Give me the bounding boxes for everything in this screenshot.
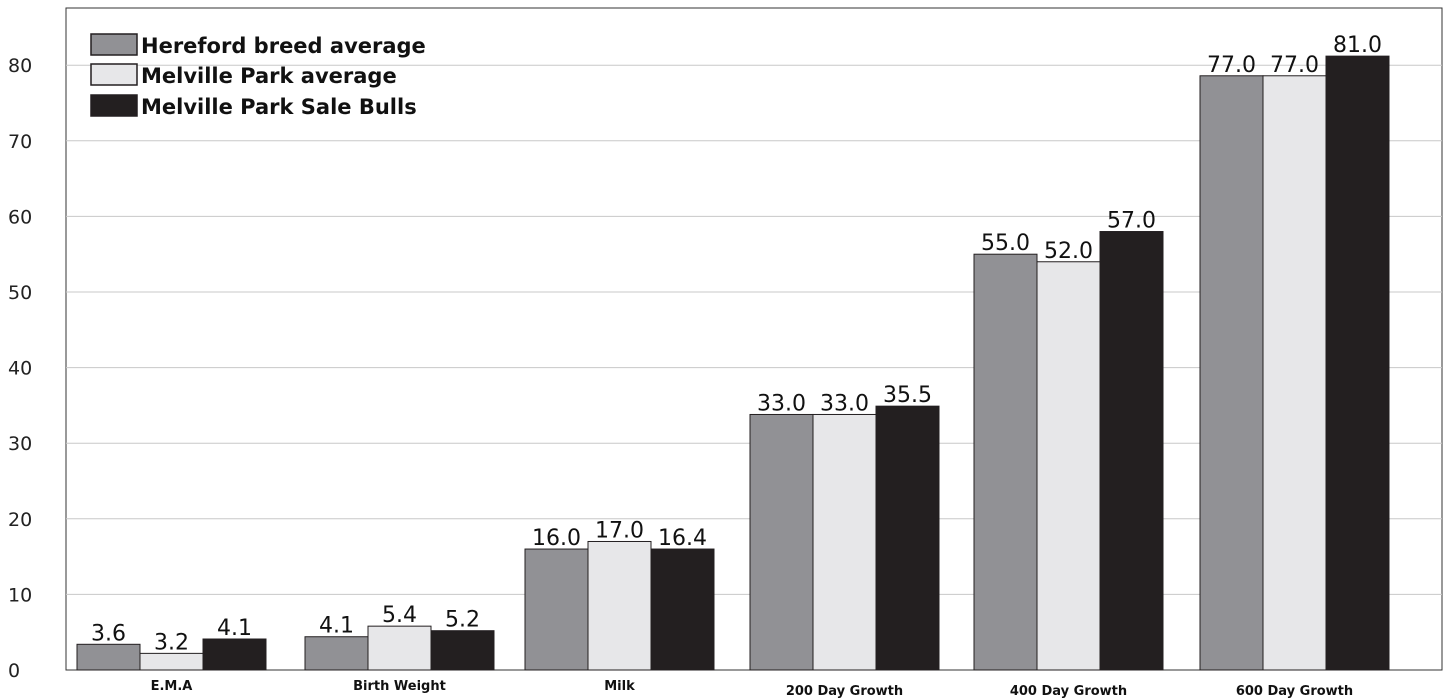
- data-label: 4.1: [217, 616, 252, 641]
- data-label: 52.0: [1044, 239, 1093, 264]
- bar: [1199, 75, 1264, 671]
- data-labels: 3.6 3.2 4.1 4.1 5.4 5.2 16.0 17.0 16.4 33.0 33.0 35…: [91, 33, 1382, 655]
- y-tick-label: 0: [8, 660, 20, 682]
- y-tick-label: 40: [8, 358, 32, 380]
- bars: [76, 55, 1390, 671]
- bar: [875, 405, 940, 671]
- bar: [650, 548, 715, 671]
- legend-swatch: [90, 33, 138, 56]
- bar: [1325, 55, 1390, 671]
- data-label: 77.0: [1270, 53, 1319, 78]
- data-label: 16.4: [658, 526, 707, 551]
- legend-swatch: [90, 94, 138, 117]
- x-tick-label: 600 Day Growth: [1236, 684, 1353, 699]
- data-label: 81.0: [1333, 33, 1382, 58]
- data-label: 17.0: [595, 518, 644, 543]
- data-label: 35.5: [883, 383, 932, 408]
- data-label: 16.0: [532, 526, 581, 551]
- x-tick-label: E.M.A: [151, 679, 193, 694]
- x-tick-label: Milk: [604, 679, 635, 694]
- data-label: 3.6: [91, 621, 126, 646]
- bar: [139, 652, 204, 671]
- data-label: 77.0: [1207, 53, 1256, 78]
- x-axis: E.M.A Birth Weight Milk 200 Day Growth 400 D…: [151, 679, 1354, 699]
- y-tick-label: 30: [8, 433, 32, 455]
- bar: [202, 638, 267, 671]
- bar: [1262, 75, 1327, 671]
- bar: [524, 548, 589, 671]
- y-tick-label: 60: [8, 206, 32, 228]
- y-axis: 0 10 20 30 40 50 60 70 80: [8, 55, 32, 682]
- bar: [76, 643, 141, 671]
- data-label: 57.0: [1107, 209, 1156, 234]
- bar: [1036, 261, 1101, 671]
- legend-swatch: [90, 63, 138, 86]
- data-label: 33.0: [757, 391, 806, 416]
- legend: Hereford breed average Melville Park aver…: [90, 33, 426, 119]
- legend-label: Hereford breed average: [141, 34, 426, 58]
- y-tick-label: 20: [8, 509, 32, 531]
- data-label: 3.2: [154, 630, 189, 655]
- data-label: 5.2: [445, 608, 480, 633]
- data-label: 55.0: [981, 231, 1030, 256]
- data-label: 4.1: [319, 614, 354, 639]
- data-label: 5.4: [382, 603, 417, 628]
- y-tick-label: 50: [8, 282, 32, 304]
- x-tick-label: 400 Day Growth: [1010, 684, 1127, 699]
- bar: [430, 630, 495, 671]
- y-tick-label: 80: [8, 55, 32, 77]
- bar: [1099, 231, 1164, 671]
- y-tick-label: 10: [8, 584, 32, 606]
- bar: [304, 636, 369, 671]
- bar: [587, 540, 652, 671]
- x-tick-label: 200 Day Growth: [786, 684, 903, 699]
- bar: [367, 625, 432, 671]
- x-tick-label: Birth Weight: [353, 679, 446, 694]
- bar: [749, 413, 814, 671]
- legend-label: Melville Park Sale Bulls: [141, 95, 417, 119]
- bar: [973, 253, 1038, 671]
- bar: [812, 413, 877, 671]
- legend-label: Melville Park average: [141, 64, 397, 88]
- y-tick-label: 70: [8, 131, 32, 153]
- data-label: 33.0: [820, 391, 869, 416]
